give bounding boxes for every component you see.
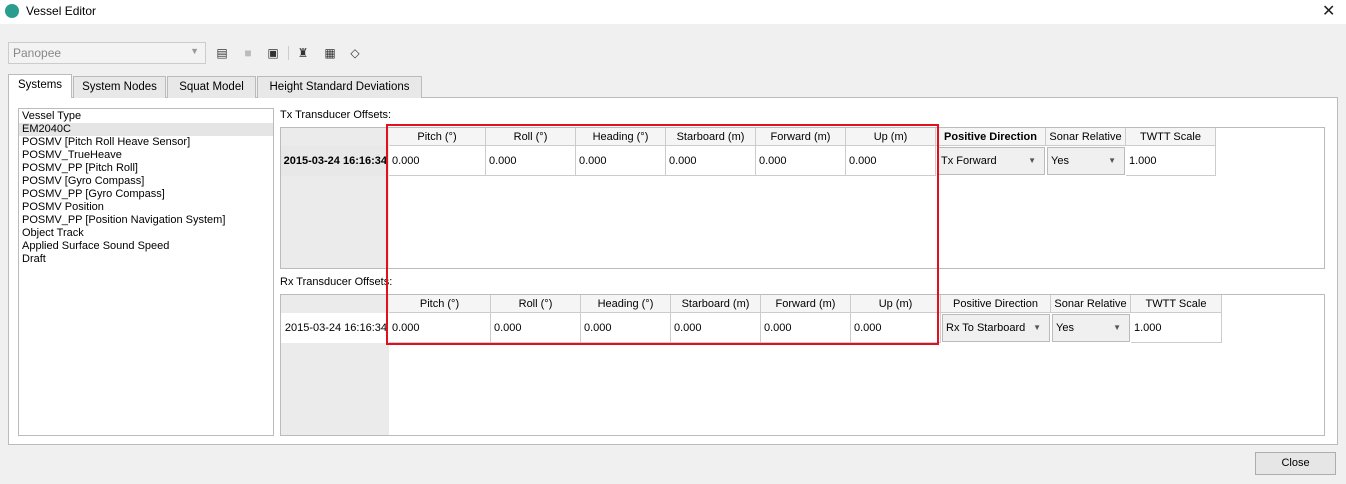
save-icon[interactable]: ■ — [244, 46, 252, 60]
vessel-select[interactable]: Panopee ▼ — [8, 42, 206, 64]
toolbar-divider — [288, 46, 289, 60]
tx-pitch-cell[interactable]: 0.000 — [389, 146, 486, 176]
vessel-select-value: Panopee — [13, 46, 62, 60]
list-item[interactable]: Vessel Type — [22, 110, 82, 122]
tx-roll-cell[interactable]: 0.000 — [486, 146, 576, 176]
highlight-rectangle — [386, 124, 939, 345]
rx-pitch-cell[interactable]: 0.000 — [389, 313, 491, 343]
tx-header-forward: Forward (m) — [756, 128, 846, 146]
chevron-down-icon: ▼ — [1033, 323, 1041, 332]
rx-starboard-cell[interactable]: 0.000 — [671, 313, 761, 343]
new-config-icon[interactable]: ▤ — [216, 46, 228, 60]
close-button[interactable]: Close — [1255, 452, 1336, 475]
tx-header-twtt-scale: TWTT Scale — [1126, 128, 1216, 146]
tx-forward-cell[interactable]: 0.000 — [756, 146, 846, 176]
tab-systems[interactable]: Systems — [8, 74, 72, 98]
rx-roll-cell[interactable]: 0.000 — [491, 313, 581, 343]
tx-row-timestamp: 2015-03-24 16:16:34 — [281, 146, 389, 176]
rx-header-pitch: Pitch (°) — [389, 295, 491, 313]
rx-header-positive-direction: Positive Direction — [941, 295, 1051, 313]
system-list[interactable]: Vessel Type EM2040C POSMV [Pitch Roll He… — [18, 108, 274, 436]
rx-forward-cell[interactable]: 0.000 — [761, 313, 851, 343]
tx-header-roll: Roll (°) — [486, 128, 576, 146]
rx-positive-direction-value: Rx To Starboard — [946, 322, 1026, 334]
rx-header-sonar-relative: Sonar Relative — [1051, 295, 1131, 313]
close-window-icon[interactable]: ✕ — [1322, 3, 1336, 20]
tx-offsets-label: Tx Transducer Offsets: — [280, 109, 392, 121]
add-table-icon[interactable]: ▦ — [324, 46, 336, 60]
tx-header-positive-direction: Positive Direction — [936, 128, 1046, 146]
rx-header-up: Up (m) — [851, 295, 941, 313]
rx-sonar-relative-select[interactable]: Yes ▼ — [1052, 314, 1130, 342]
chevron-down-icon: ▼ — [1028, 156, 1036, 165]
tx-positive-direction-select[interactable]: Tx Forward ▼ — [937, 147, 1045, 175]
tx-header-sonar-relative: Sonar Relative — [1046, 128, 1126, 146]
chevron-down-icon: ▼ — [1113, 323, 1121, 332]
rx-sonar-relative-value: Yes — [1056, 322, 1074, 334]
tx-up-cell[interactable]: 0.000 — [846, 146, 936, 176]
tx-offsets-table: 2015-03-24 16:16:34 Pitch (°) Roll (°) H… — [280, 127, 1325, 269]
tx-header-heading: Heading (°) — [576, 128, 666, 146]
list-item[interactable]: POSMV Position — [22, 201, 104, 213]
chevron-down-icon: ▼ — [1108, 156, 1116, 165]
list-item[interactable]: Object Track — [22, 227, 84, 239]
list-item[interactable]: EM2040C — [19, 123, 273, 136]
list-item[interactable]: POSMV_PP [Position Navigation System] — [22, 214, 226, 226]
list-item[interactable]: Applied Surface Sound Speed — [22, 240, 170, 252]
sensor-icon[interactable]: ♜ — [297, 46, 309, 60]
tab-height-standard-deviations[interactable]: Height Standard Deviations — [257, 76, 422, 98]
rx-heading-cell[interactable]: 0.000 — [581, 313, 671, 343]
vessel-shape-icon[interactable]: ◇ — [350, 46, 360, 60]
list-item[interactable]: POSMV [Pitch Roll Heave Sensor] — [22, 136, 191, 148]
tx-twtt-scale-cell[interactable]: 1.000 — [1126, 146, 1216, 176]
app-icon — [5, 4, 19, 18]
tx-positive-direction-value: Tx Forward — [941, 155, 997, 167]
rx-header-forward: Forward (m) — [761, 295, 851, 313]
rx-offsets-label: Rx Transducer Offsets: — [280, 276, 393, 288]
tx-sonar-relative-select[interactable]: Yes ▼ — [1047, 147, 1125, 175]
rx-twtt-scale-cell[interactable]: 1.000 — [1131, 313, 1222, 343]
tab-system-nodes[interactable]: System Nodes — [73, 76, 166, 98]
rx-header-starboard: Starboard (m) — [671, 295, 761, 313]
tx-heading-cell[interactable]: 0.000 — [576, 146, 666, 176]
save-as-icon[interactable]: ▣ — [267, 46, 279, 60]
rx-offsets-table: 2015-03-24 16:16:34 Pitch (°) Roll (°) H… — [280, 294, 1325, 436]
rx-header-twtt-scale: TWTT Scale — [1131, 295, 1222, 313]
window-title: Vessel Editor — [26, 4, 97, 18]
rx-header-roll: Roll (°) — [491, 295, 581, 313]
list-item[interactable]: Draft — [22, 253, 46, 265]
list-item[interactable]: POSMV_TrueHeave — [22, 149, 122, 161]
list-item[interactable]: POSMV_PP [Pitch Roll] — [22, 162, 138, 174]
tx-header-starboard: Starboard (m) — [666, 128, 756, 146]
list-item[interactable]: POSMV [Gyro Compass] — [22, 175, 145, 187]
tx-starboard-cell[interactable]: 0.000 — [666, 146, 756, 176]
tx-sonar-relative-value: Yes — [1051, 155, 1069, 167]
rx-positive-direction-select[interactable]: Rx To Starboard ▼ — [942, 314, 1050, 342]
tx-header-pitch: Pitch (°) — [389, 128, 486, 146]
tx-header-up: Up (m) — [846, 128, 936, 146]
rx-header-heading: Heading (°) — [581, 295, 671, 313]
tab-squat-model[interactable]: Squat Model — [167, 76, 256, 98]
rx-up-cell[interactable]: 0.000 — [851, 313, 941, 343]
rx-row-timestamp: 2015-03-24 16:16:34 — [281, 313, 389, 343]
chevron-down-icon: ▼ — [190, 46, 199, 56]
list-item[interactable]: POSMV_PP [Gyro Compass] — [22, 188, 165, 200]
title-bar — [0, 0, 1346, 24]
